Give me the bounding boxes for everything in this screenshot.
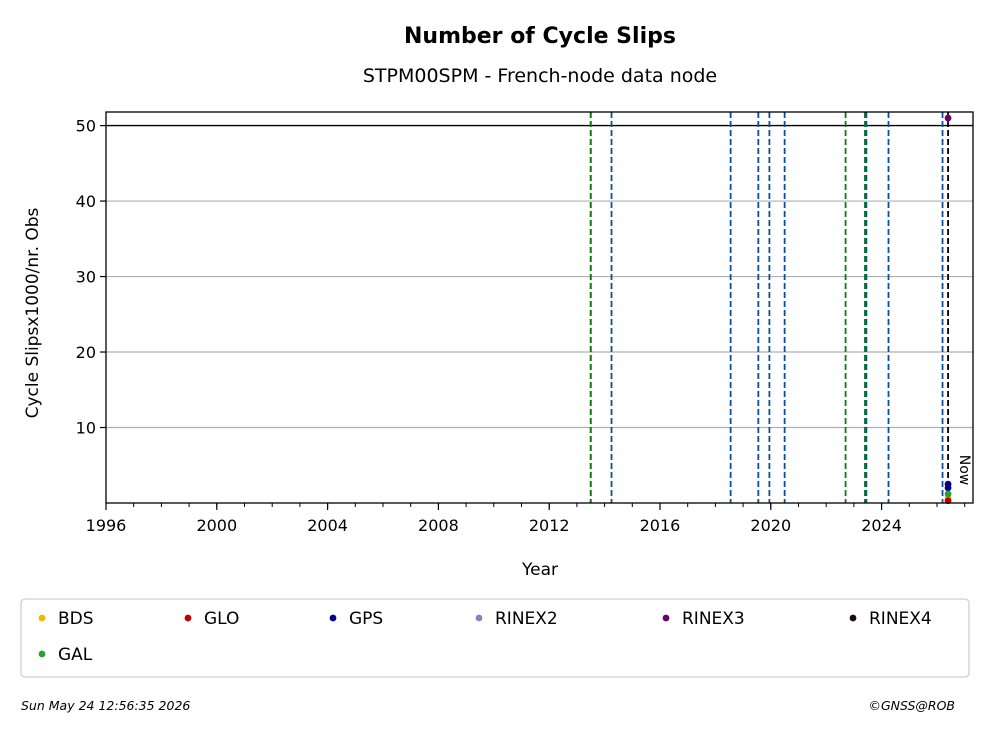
y-axis-label: Cycle Slipsx1000/nr. Obs <box>23 207 43 418</box>
legend-label-gps: GPS <box>349 609 383 629</box>
x-tick-label: 2004 <box>307 516 348 535</box>
y-tick-label: 50 <box>76 117 96 136</box>
legend-label-rinex4: RINEX4 <box>869 609 932 629</box>
y-tick-label: 10 <box>76 419 96 438</box>
legend-marker-bds <box>38 614 46 622</box>
x-tick-label: 2016 <box>640 516 681 535</box>
legend-marker-rinex2 <box>475 614 483 622</box>
x-tick-label: 2012 <box>529 516 570 535</box>
legend-label-gal: GAL <box>58 645 93 665</box>
legend-marker-rinex4 <box>849 614 857 622</box>
y-tick-label: 30 <box>76 268 96 287</box>
legend-marker-gps <box>329 614 337 622</box>
x-axis-label: Year <box>521 560 558 580</box>
data-point-gal <box>944 490 952 498</box>
chart-title: Number of Cycle Slips <box>404 24 676 49</box>
legend-label-bds: BDS <box>58 609 94 629</box>
x-tick-label: 2008 <box>418 516 459 535</box>
legend-label-glo: GLO <box>204 609 239 629</box>
legend: BDS GLO GPS RINEX2 RINEX3 RINEX4 GAL <box>38 609 932 665</box>
y-axis-ticks: 10 20 30 40 50 <box>76 117 106 438</box>
x-tick-label: 1996 <box>86 516 127 535</box>
grid-layer <box>106 124 973 429</box>
x-tick-label: 2020 <box>750 516 791 535</box>
footer-credit: ©GNSS@ROB <box>868 698 955 713</box>
legend-label-rinex2: RINEX2 <box>495 609 558 629</box>
x-tick-label: 2024 <box>861 516 902 535</box>
x-tick-label: 2000 <box>196 516 237 535</box>
chart-subtitle: STPM00SPM - French-node data node <box>363 65 717 87</box>
x-axis-ticks: 1996 2000 2004 2008 2012 2016 2020 2024 <box>86 503 966 535</box>
footer-timestamp: Sun May 24 12:56:35 2026 <box>21 698 190 713</box>
now-label: Now <box>956 455 972 486</box>
data-point-gps <box>944 480 952 488</box>
y-tick-label: 20 <box>76 343 96 362</box>
legend-marker-glo <box>184 614 192 622</box>
legend-box <box>20 598 970 678</box>
legend-label-rinex3: RINEX3 <box>682 609 745 629</box>
legend-marker-gal <box>38 650 46 658</box>
legend-marker-rinex3 <box>662 614 670 622</box>
event-lines <box>589 112 949 503</box>
data-point-rinex3 <box>944 114 952 122</box>
plot-frame <box>105 111 974 504</box>
y-tick-label: 40 <box>76 192 96 211</box>
